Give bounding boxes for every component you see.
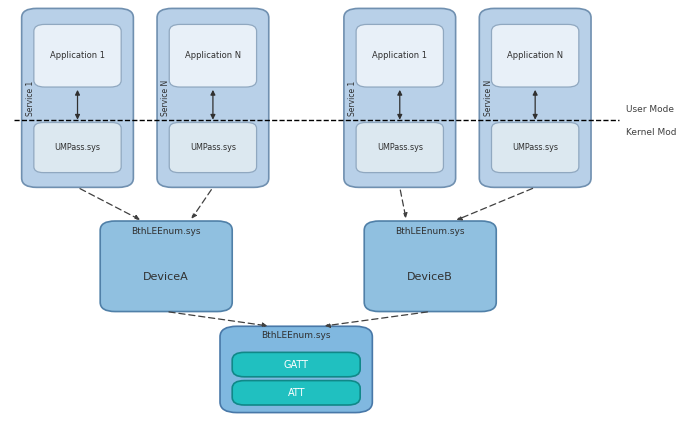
Text: Application 1: Application 1 <box>50 51 105 60</box>
Text: UMPass.sys: UMPass.sys <box>55 143 100 152</box>
FancyBboxPatch shape <box>356 123 443 173</box>
Text: Application N: Application N <box>185 51 241 60</box>
Text: Service N: Service N <box>483 80 493 116</box>
Text: Kernel Mode: Kernel Mode <box>626 128 677 137</box>
FancyBboxPatch shape <box>479 8 591 187</box>
Text: Service N: Service N <box>161 80 171 116</box>
Text: GATT: GATT <box>284 360 309 370</box>
FancyBboxPatch shape <box>232 381 360 405</box>
FancyBboxPatch shape <box>100 221 232 312</box>
Text: UMPass.sys: UMPass.sys <box>190 143 236 152</box>
Text: User Mode: User Mode <box>626 105 674 114</box>
Text: Application 1: Application 1 <box>372 51 427 60</box>
FancyBboxPatch shape <box>157 8 269 187</box>
Text: DeviceA: DeviceA <box>144 272 189 282</box>
FancyBboxPatch shape <box>364 221 496 312</box>
FancyBboxPatch shape <box>344 8 456 187</box>
FancyBboxPatch shape <box>356 24 443 87</box>
FancyBboxPatch shape <box>169 24 257 87</box>
Text: Service 1: Service 1 <box>26 80 35 115</box>
Text: Application N: Application N <box>507 51 563 60</box>
Text: ATT: ATT <box>288 388 305 398</box>
Text: UMPass.sys: UMPass.sys <box>512 143 558 152</box>
Text: UMPass.sys: UMPass.sys <box>377 143 422 152</box>
FancyBboxPatch shape <box>492 123 579 173</box>
Text: DeviceB: DeviceB <box>408 272 453 282</box>
Text: BthLEEnum.sys: BthLEEnum.sys <box>395 227 465 236</box>
FancyBboxPatch shape <box>22 8 133 187</box>
FancyBboxPatch shape <box>34 24 121 87</box>
Text: BthLEEnum.sys: BthLEEnum.sys <box>131 227 201 236</box>
Text: BthLEEnum.sys: BthLEEnum.sys <box>261 331 331 340</box>
Text: Service 1: Service 1 <box>348 80 357 115</box>
FancyBboxPatch shape <box>492 24 579 87</box>
FancyBboxPatch shape <box>34 123 121 173</box>
FancyBboxPatch shape <box>169 123 257 173</box>
FancyBboxPatch shape <box>220 326 372 413</box>
FancyBboxPatch shape <box>232 352 360 377</box>
